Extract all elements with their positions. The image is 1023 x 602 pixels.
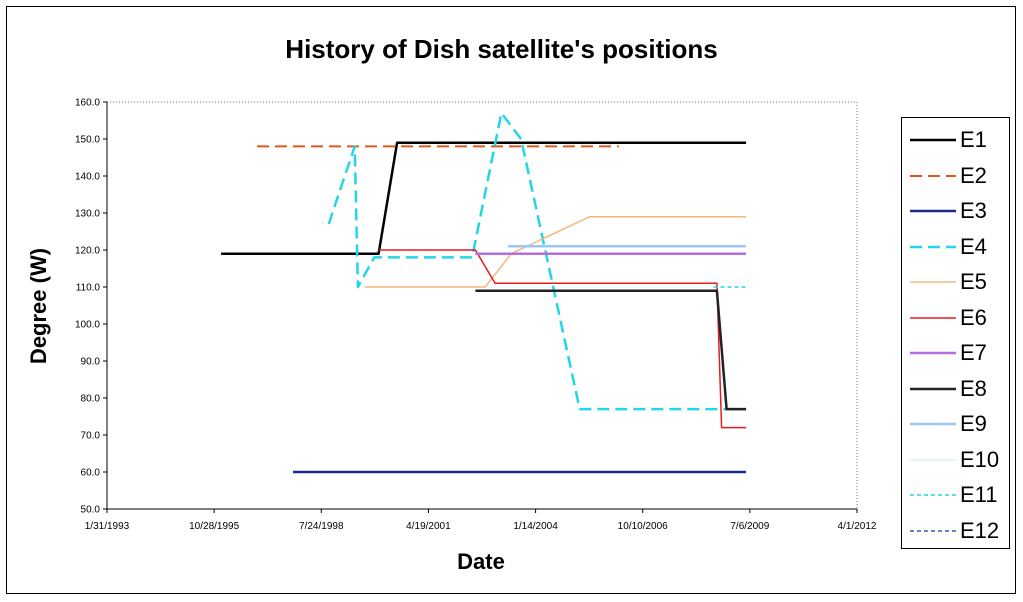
y-tick-label: 60.0 [81,468,101,479]
legend-swatch [910,281,956,283]
legend-label: E3 [960,198,987,223]
x-tick-label: 10/10/2006 [618,521,668,532]
y-tick-label: 110.0 [76,283,101,294]
y-tick-label: 130.0 [75,209,100,220]
legend-swatch [910,422,956,426]
x-tick-label: 7/24/1998 [299,521,344,532]
y-tick-label: 100.0 [75,320,100,331]
chart-title: History of Dish satellite's positions [285,34,718,64]
legend-label: E11 [960,482,998,507]
legend-item-e7: E7 [902,335,1009,371]
legend-label: E10 [960,446,1000,472]
legend-item-e11: E11 [902,477,1009,513]
legend-label: E8 [960,375,987,401]
legend-item-e3: E3 [902,193,1009,229]
legend-swatch [910,494,956,496]
y-axis-title: Degree (W) [26,248,51,364]
legend-item-e4: E4 [902,229,1009,265]
legend-swatch [910,387,956,390]
y-tick-label: 150.0 [75,135,100,146]
legend-item-e9: E9 [902,406,1009,442]
y-tick-label: 140.0 [75,172,100,183]
legend-label: E12 [960,517,1000,543]
legend-item-e12: E12 [902,513,1009,549]
legend-label: E6 [960,304,987,330]
series-line-e8 [475,289,747,411]
legend-label: E2 [960,162,987,188]
legend-item-e6: E6 [902,300,1009,336]
legend-swatch [910,245,956,248]
series-line-e4 [327,111,747,411]
legend-item-e5: E5 [902,264,1009,300]
series-line-e1 [221,141,747,255]
legend-label: E4 [960,233,987,259]
legend-swatch [910,174,956,177]
legend-item-e1: E1 [902,122,1009,158]
legend-swatch [910,529,956,532]
y-tick-label: 160.0 [75,98,100,109]
legend-label: E7 [960,340,987,365]
legend-item-e2: E2 [902,158,1009,194]
legend-item-e10: E10 [902,442,1009,478]
x-tick-label: 4/1/2012 [838,521,877,532]
legend-swatch [910,316,956,319]
series-line-e5 [364,215,747,288]
series-line-e6 [378,249,747,429]
x-axis-title: Date [457,549,505,574]
chart-legend: E1 E2 E3 E4 E5 E6 E7 E8 E9 E10 E11 E12 [901,117,1010,549]
y-tick-label: 80.0 [81,394,101,405]
chart-frame [6,6,1016,594]
x-tick-label: 4/19/2001 [406,521,451,532]
legend-swatch [910,209,956,213]
legend-label: E5 [960,269,987,294]
y-tick-label: 50.0 [81,505,101,516]
x-tick-label: 7/6/2009 [730,521,769,532]
x-tick-label: 10/28/1995 [189,521,239,532]
legend-label: E1 [960,127,987,152]
x-tick-label: 1/31/1993 [85,521,130,532]
legend-swatch [910,138,956,142]
legend-label: E9 [960,411,987,436]
legend-item-e8: E8 [902,371,1009,407]
x-tick-label: 1/14/2004 [513,521,558,532]
legend-swatch [910,459,956,460]
y-tick-label: 70.0 [81,431,101,442]
y-tick-label: 120.0 [75,246,100,257]
y-tick-label: 90.0 [81,357,101,368]
legend-swatch [910,351,956,355]
